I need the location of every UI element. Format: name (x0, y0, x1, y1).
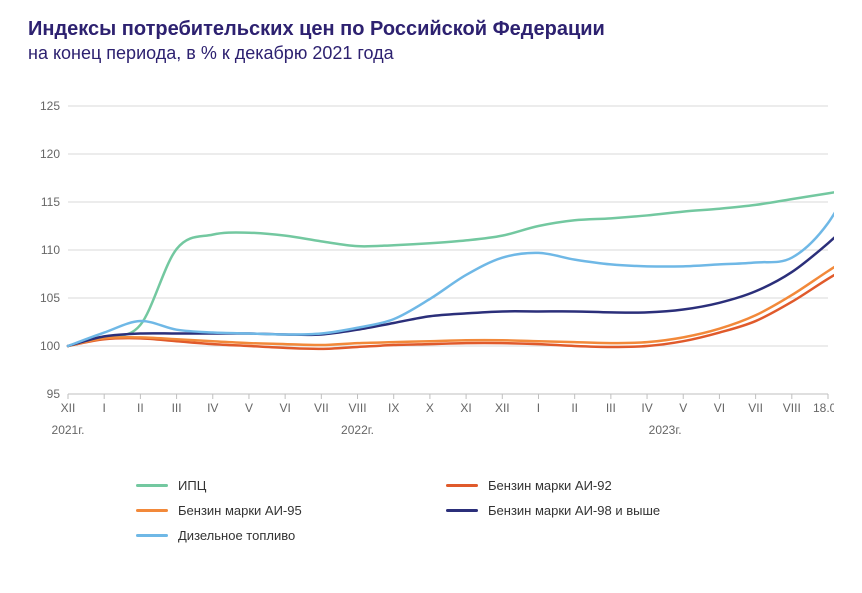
x-tick-label: VII (314, 401, 329, 415)
legend-item-cpi: ИПЦ (136, 478, 366, 493)
legend-swatch (446, 509, 478, 512)
x-tick-label: VII (748, 401, 763, 415)
x-tick-label: VI (714, 401, 725, 415)
legend-label: ИПЦ (178, 478, 206, 493)
legend-swatch (136, 484, 168, 487)
legend-item-diesel: Дизельное топливо (136, 528, 366, 543)
year-label: 2021г. (52, 423, 85, 437)
year-label: 2023г. (649, 423, 682, 437)
x-tick-label: XII (495, 401, 510, 415)
page-title: Индексы потребительских цен по Российско… (28, 18, 834, 41)
y-tick-label: 105 (40, 291, 60, 305)
legend-label: Бензин марки АИ-98 и выше (488, 503, 660, 518)
series-diesel (68, 159, 834, 346)
y-tick-label: 125 (40, 99, 60, 113)
x-tick-label: I (103, 401, 106, 415)
x-tick-label: IX (388, 401, 399, 415)
legend-swatch (136, 534, 168, 537)
series-ai98 (68, 210, 834, 346)
y-tick-label: 95 (47, 387, 61, 401)
x-tick-label: VI (279, 401, 290, 415)
x-tick-label: VIII (783, 401, 801, 415)
y-tick-label: 100 (40, 339, 60, 353)
legend-swatch (446, 484, 478, 487)
x-tick-label: VIII (349, 401, 367, 415)
y-tick-label: 110 (41, 243, 60, 257)
year-label: 2022г. (341, 423, 374, 437)
legend-swatch (136, 509, 168, 512)
legend-item-ai95: Бензин марки АИ-95 (136, 503, 366, 518)
line-chart: 95100105110115120125XIIIIIIIIIVVVIVIIVII… (28, 94, 834, 464)
legend: ИПЦ Бензин марки АИ-92 Бензин марки АИ-95 Б… (28, 478, 834, 543)
legend-label: Дизельное топливо (178, 528, 295, 543)
legend-label: Бензин марки АИ-95 (178, 503, 302, 518)
x-tick-label: V (679, 401, 687, 415)
chart-svg: 95100105110115120125XIIIIIIIIIVVVIVIIVII… (28, 94, 834, 464)
y-tick-label: 115 (41, 195, 60, 209)
legend-item-ai98: Бензин марки АИ-98 и выше (446, 503, 726, 518)
x-tick-label: XI (460, 401, 471, 415)
x-tick-label: III (606, 401, 616, 415)
y-tick-label: 120 (40, 147, 60, 161)
x-tick-label: III (172, 401, 182, 415)
x-tick-label: II (571, 401, 578, 415)
x-tick-label: XII (61, 401, 76, 415)
series-cpi (68, 188, 834, 346)
x-tick-label: IV (207, 401, 218, 415)
legend-item-ai92: Бензин марки АИ-92 (446, 478, 726, 493)
x-tick-label: II (137, 401, 144, 415)
x-tick-label: IV (641, 401, 652, 415)
legend-label: Бензин марки АИ-92 (488, 478, 612, 493)
x-tick-label: I (537, 401, 540, 415)
x-tick-label: 18.09 (813, 401, 834, 415)
x-tick-label: X (426, 401, 434, 415)
x-tick-label: V (245, 401, 253, 415)
page-subtitle: на конец периода, в % к декабрю 2021 год… (28, 43, 834, 64)
